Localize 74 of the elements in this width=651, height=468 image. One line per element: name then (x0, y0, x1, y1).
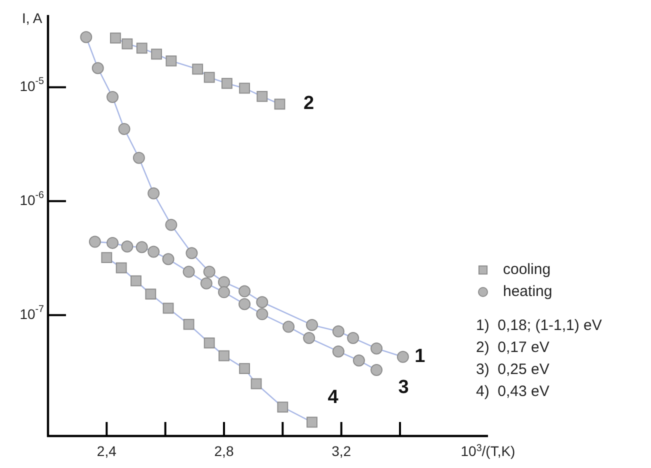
point (204, 72, 215, 83)
legend-label: cooling (503, 260, 551, 278)
point (256, 90, 268, 102)
point (186, 247, 198, 260)
point (370, 364, 383, 376)
point (110, 32, 121, 44)
point (182, 266, 195, 278)
point (92, 62, 104, 74)
point (277, 402, 288, 413)
point (332, 345, 344, 358)
x-tick-label: 2,8 (214, 443, 234, 459)
point (218, 350, 230, 362)
point (151, 48, 162, 60)
point (162, 302, 174, 314)
point (200, 277, 212, 290)
point (256, 296, 268, 308)
point (239, 363, 250, 374)
annotation: 4) 0,43 eV (476, 382, 550, 400)
point (145, 288, 156, 300)
point (396, 350, 409, 363)
point (166, 55, 177, 66)
annotation: 3) 0,25 eV (476, 360, 550, 378)
point (204, 338, 215, 348)
x-axis-title: 10$^{3}$/(T,K) (460, 442, 516, 459)
point (130, 275, 142, 286)
y-tick-label: 10$^{-6}$ (20, 190, 45, 208)
point (162, 253, 174, 266)
point (136, 42, 148, 54)
point (116, 262, 127, 274)
point (136, 241, 148, 254)
y-tick-label: 10$^{-7}$ (20, 304, 44, 322)
point (165, 218, 178, 231)
point (221, 78, 232, 89)
annotation: 2 (303, 93, 314, 114)
point (132, 152, 145, 164)
point (192, 64, 204, 75)
point (122, 38, 133, 50)
annotation: 4 (328, 387, 339, 408)
point (370, 342, 383, 354)
point (101, 252, 112, 264)
point (250, 378, 262, 390)
point (256, 308, 268, 320)
point (239, 82, 250, 94)
point (352, 354, 365, 366)
point (218, 276, 230, 288)
legend-label: heating (503, 282, 552, 300)
point (347, 332, 360, 344)
point (148, 246, 160, 258)
point (332, 325, 344, 338)
y-axis-title: I, A (22, 10, 43, 26)
point (80, 31, 92, 44)
point (118, 122, 130, 135)
point (306, 416, 318, 428)
point (306, 318, 318, 331)
point (148, 187, 160, 200)
point (106, 236, 119, 249)
point (238, 298, 251, 310)
point (303, 332, 316, 344)
annotation: 1 (414, 346, 426, 367)
point (88, 236, 101, 248)
point (274, 98, 286, 110)
x-tick-label: 3,2 (332, 443, 352, 459)
x-tick-label: 2,4 (96, 443, 117, 459)
point (183, 318, 194, 330)
point (121, 240, 134, 253)
point (238, 285, 251, 298)
point (203, 266, 216, 278)
annotation: 1) 0,18; (1-1,1) eV (476, 316, 602, 334)
y-tick-label: 10$^{-5}$ (20, 76, 45, 94)
point (218, 286, 230, 298)
annotation: 2) 0,17 eV (476, 338, 550, 356)
annotation: 3 (398, 377, 409, 398)
point (106, 91, 119, 104)
point (282, 320, 295, 333)
